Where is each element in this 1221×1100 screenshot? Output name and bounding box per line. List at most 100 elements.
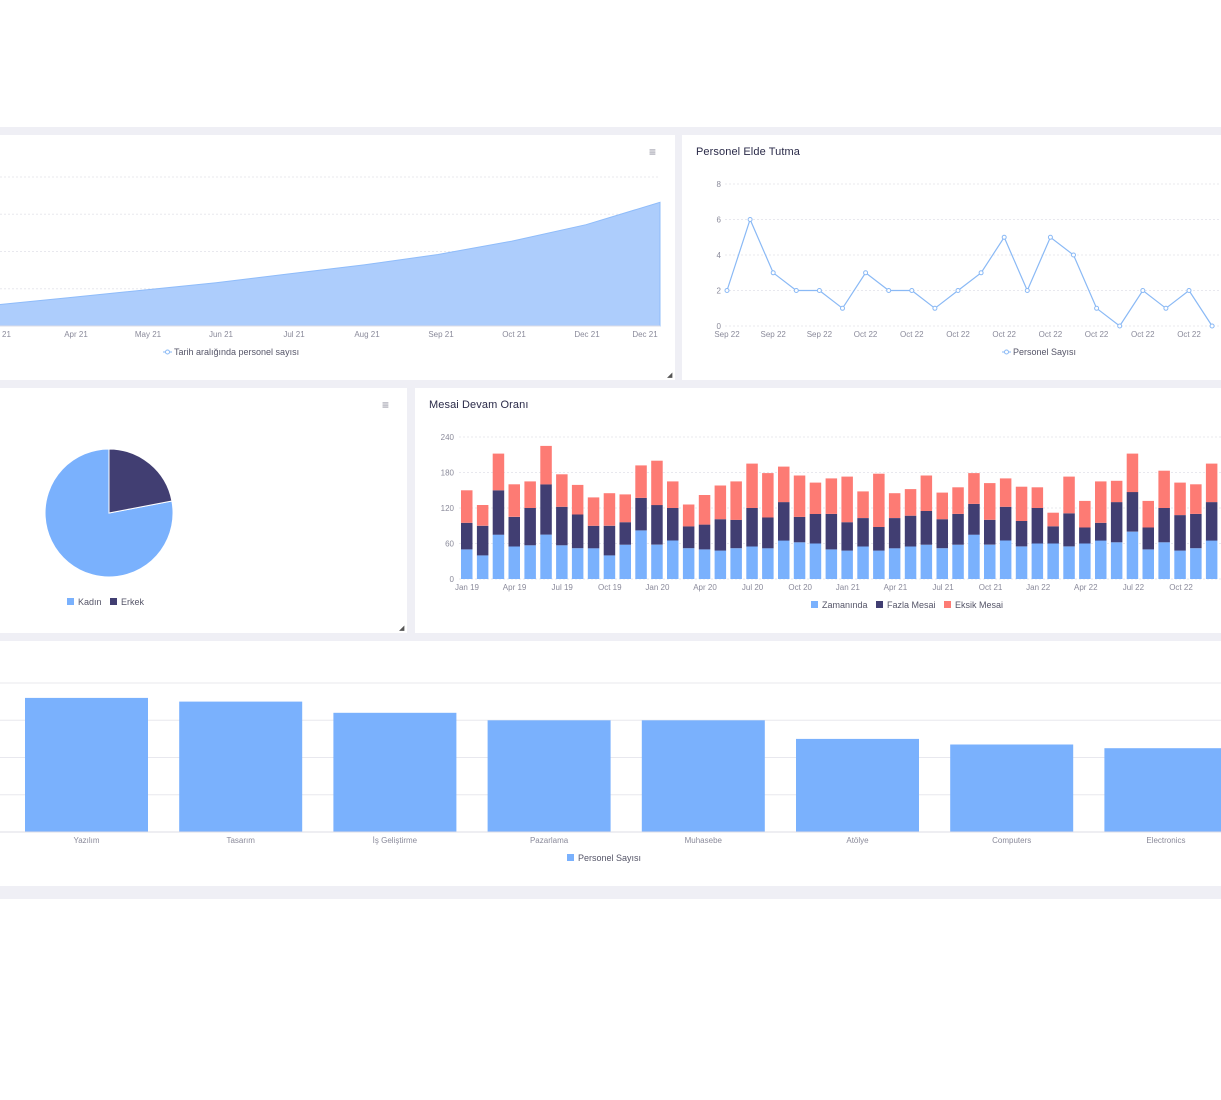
x-tick-label: Jul 20 [742,583,764,592]
stacked-bar-segment [984,483,996,520]
data-point [1047,234,1053,240]
data-point [863,270,869,276]
hamburger-menu-icon[interactable]: ≡ [649,145,657,159]
stacked-bar-segment [778,502,790,541]
x-tick-label: Oct 21 [502,330,526,339]
stacked-bar-segment [968,503,980,535]
stacked-bar-segment [873,473,885,527]
data-point [1001,234,1007,240]
stacked-bar-segment [1031,508,1044,544]
stacked-bar-segment [936,519,948,549]
resize-handle-icon[interactable]: ◢ [399,625,405,632]
resize-handle-icon[interactable]: ◢ [667,372,673,379]
stacked-bar-segment [556,474,568,507]
stacked-bar-segment [1174,482,1186,516]
stacked-bar-segment [714,519,727,551]
stacked-bar-segment [1015,521,1028,547]
stacked-bar-segment [1126,492,1139,532]
legend-item-label: Tarih aralığında personel sayısı [174,347,299,357]
legend-item-marker [1004,349,1009,355]
stacked-bar-segment [603,525,616,556]
stacked-bar-segment [952,544,964,579]
stacked-bar-segment [714,485,727,520]
x-tick-label: Electronics [1146,836,1185,845]
data-point [747,217,753,222]
x-tick-label: Oct 20 [788,583,812,592]
stacked-bar-segment [999,540,1012,579]
data-point [932,305,938,311]
data-point [1094,305,1100,311]
stacked-bar-segment [682,526,695,549]
stacked-bar-segment [888,493,901,518]
x-tick-label: İş Geliştirme [373,836,418,845]
stacked-bar-segment [587,497,600,526]
stacked-bar-segment [524,481,536,508]
stacked-bar-segment [651,505,663,545]
stacked-bar-segment [857,491,869,518]
stacked-bar-segment [841,550,853,579]
x-tick-label: r 21 [0,330,11,339]
gender-pie-card: ≡ Kadın Erkek ◢ [0,388,407,633]
area-chart-card: ≡ r 21 Apr 21 May 21 Jun 21 Jul 21 Aug 21 Sep … [0,135,675,380]
bar [333,712,457,832]
stacked-bar-segment [984,519,996,545]
stacked-bar-segment [984,544,996,579]
stacked-bar-segment [762,517,774,549]
x-tick-label: Apr 21 [64,330,88,339]
stacked-bar-segment [1031,487,1044,508]
stacked-bar-segment [603,555,616,579]
legend-item-label: Erkek [121,597,145,607]
stacked-bar-segment [1158,542,1170,579]
stacked-bar-segment [1158,470,1170,508]
bar [796,738,919,832]
stacked-bar-segment [619,522,631,545]
x-tick-label: Apr 21 [884,583,908,592]
stacked-bar-segment [540,445,552,485]
y-tick-label: 240 [441,433,455,442]
attendance-stacked-bar-chart: 0 60 120 180 240 Jan 19 Apr 19 Jul 19 Oct 19 Jan … [441,433,1221,610]
stacked-bar-segment [1126,531,1139,579]
data-point [840,305,845,311]
gender-pie-chart: Kadın Erkek [44,448,174,607]
stacked-bar-segment [461,490,473,523]
stacked-bar-segment [762,473,774,518]
stacked-bar-segment [809,482,822,514]
stacked-bar-segment [1047,543,1059,579]
stacked-bar-segment [476,505,489,526]
card-title: Mesai Devam Oranı [429,399,529,411]
stacked-bar-segment [904,546,917,579]
stacked-bar-segment [1205,463,1218,503]
stacked-bar-segment [508,516,520,547]
bar [641,720,765,833]
x-tick-label: Computers [992,836,1031,845]
stacked-bar-segment [920,544,933,579]
stacked-bar-segment [825,513,838,550]
stacked-bar-segment [920,511,933,545]
retention-line-chart: 0 2 4 6 8 Sep 22 Sep 22 Sep 22 Oct 22 Oct 22 Oct 2… [714,180,1221,357]
stacked-bar-segment [841,476,853,523]
stacked-bar-segment [1174,550,1186,579]
x-tick-label: Oct 22 [1085,330,1109,339]
stacked-bar-segment [1063,476,1075,514]
x-tick-label: Jun 21 [209,330,234,339]
stacked-bar-segment [1142,500,1154,528]
stacked-bar-segment [809,543,822,579]
area-series [0,201,661,327]
stacked-bar-segment [540,484,552,535]
attendance-chart-card: Mesai Devam Oranı 0 60 120 180 240 Jan 19 Apr … [415,388,1221,633]
stacked-bar-segment [1190,484,1202,514]
stacked-bar-segment [508,546,520,579]
stacked-bar-segment [682,504,695,527]
hamburger-menu-icon[interactable]: ≡ [382,398,390,412]
stacked-bar-segment [1190,513,1202,549]
legend-item-swatch [110,598,117,605]
stacked-bar-segment [698,524,711,550]
x-tick-label: Tasarım [226,836,255,845]
data-point [724,288,730,293]
stacked-bar-segment [635,497,647,531]
stacked-bar-segment [762,548,774,579]
stacked-bar-segment [888,518,901,549]
x-tick-label: Dec 21 [632,330,658,339]
data-point [1163,305,1169,311]
legend-item-label: Fazla Mesai [887,600,936,610]
